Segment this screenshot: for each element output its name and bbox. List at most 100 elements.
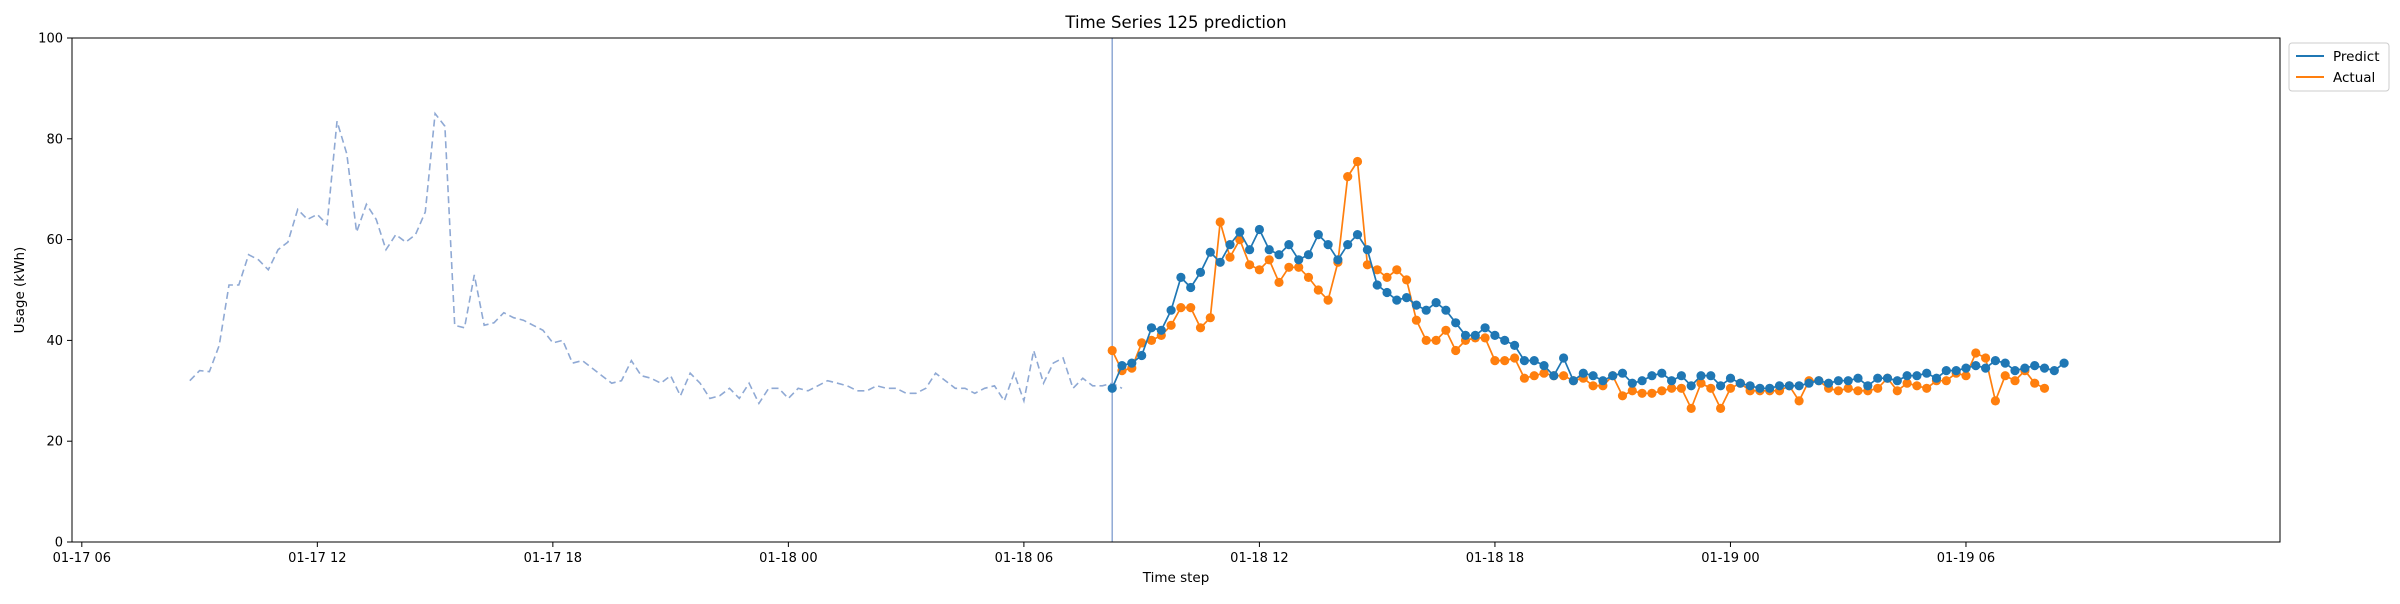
predict-point <box>1863 381 1873 391</box>
actual-point <box>1510 353 1520 363</box>
actual-point <box>1225 252 1235 262</box>
actual-point <box>1205 313 1215 323</box>
predict-point <box>1460 330 1471 340</box>
actual-point <box>1166 320 1176 330</box>
actual-point <box>1941 376 1951 386</box>
actual-line <box>1111 158 2045 411</box>
predict-point <box>1912 371 1922 381</box>
predict-point <box>1294 255 1304 265</box>
predict-point <box>1176 272 1186 282</box>
predict-point <box>1303 250 1314 260</box>
predict-line <box>1111 227 2065 390</box>
predict-point <box>1755 383 1765 393</box>
predict-point <box>2010 366 2020 376</box>
actual-point <box>1421 335 1431 345</box>
x-tick-label: 01-18 06 <box>995 551 1053 566</box>
predict-point <box>1117 361 1127 371</box>
actual-point <box>1195 323 1206 333</box>
predict-point <box>1774 381 1785 391</box>
actual-point <box>1529 371 1539 381</box>
predict-point <box>2059 358 2069 368</box>
predict-point <box>1205 247 1215 257</box>
x-tick-label: 01-17 06 <box>53 551 111 566</box>
x-tick-label: 01-18 12 <box>1230 551 1288 566</box>
y-tick-label: 100 <box>38 32 63 47</box>
actual-point <box>1480 333 1490 343</box>
actual-point <box>1559 371 1569 381</box>
predict-point <box>1588 371 1598 381</box>
predict-point <box>1716 381 1726 391</box>
actual-point <box>1637 388 1647 398</box>
actual-point <box>1274 277 1284 287</box>
predict-point <box>1352 230 1363 240</box>
actual-point <box>1647 388 1657 398</box>
predict-point <box>1608 371 1618 381</box>
predict-point <box>1735 378 1745 388</box>
predict-point <box>1765 383 1775 393</box>
predict-point <box>1892 376 1902 386</box>
predict-point <box>1637 376 1647 386</box>
predict-point <box>1539 361 1549 371</box>
actual-point <box>1500 356 1510 366</box>
predict-point <box>2049 366 2059 376</box>
actual-point <box>1539 368 1549 378</box>
actual-point <box>1588 381 1598 391</box>
predict-point <box>1922 368 1932 378</box>
predict-point <box>1500 335 1510 345</box>
actual-point <box>1902 378 1912 388</box>
actual-point <box>1392 265 1402 275</box>
predict-point <box>1833 376 1843 386</box>
y-tick-label: 40 <box>46 334 63 349</box>
actual-point <box>2039 383 2050 393</box>
predict-point <box>1941 366 1951 376</box>
predict-point <box>1470 330 1480 340</box>
predict-point <box>1598 376 1608 386</box>
actual-point <box>1961 371 1971 381</box>
predict-point <box>1745 381 1755 391</box>
actual-point <box>1382 272 1392 282</box>
predict-point <box>1568 376 1578 386</box>
predict-point <box>1549 371 1559 381</box>
predict-point <box>2030 361 2040 371</box>
predict-point <box>1402 293 1412 303</box>
actual-point <box>2000 371 2010 381</box>
actual-point <box>2030 378 2040 388</box>
actual-point <box>1441 325 1451 335</box>
predict-point <box>1156 325 1166 335</box>
predict-point <box>1971 361 1981 371</box>
chart-title: Time Series 125 prediction <box>1064 13 1286 32</box>
predict-point <box>1657 368 1667 378</box>
actual-point <box>1107 345 1117 356</box>
x-tick-label: 01-17 18 <box>524 551 582 566</box>
actual-point <box>1676 383 1686 393</box>
predict-point <box>1480 323 1490 333</box>
actual-point <box>1519 373 1529 383</box>
predict-point <box>1510 340 1520 350</box>
predict-point <box>1284 240 1294 250</box>
predict-point <box>1951 366 1961 376</box>
x-tick-label: 01-18 18 <box>1466 551 1524 566</box>
predict-point <box>1519 356 1529 366</box>
actual-point <box>1372 265 1382 275</box>
predict-point <box>1804 378 1814 388</box>
predict-point <box>1362 245 1372 255</box>
actual-point <box>1892 386 1902 396</box>
predict-point <box>2000 358 2010 368</box>
actual-point <box>1794 396 1804 406</box>
actual-point <box>1343 172 1353 182</box>
actual-point <box>1362 260 1372 270</box>
actual-point <box>1686 403 1696 413</box>
legend-label-predict: Predict <box>2333 49 2380 65</box>
actual-point <box>1657 386 1667 396</box>
predict-point <box>1392 295 1402 305</box>
actual-point <box>1451 345 1461 356</box>
predict-point <box>1627 378 1637 388</box>
predict-point <box>1107 383 1117 393</box>
predict-point <box>1784 381 1794 391</box>
actual-point <box>1490 356 1500 366</box>
x-axis: 01-17 06 01-17 12 01-17 18 01-18 00 01-18 06… <box>53 542 1995 566</box>
actual-point <box>1176 303 1186 313</box>
predict-point <box>1225 240 1235 250</box>
x-tick-label: 01-18 00 <box>759 551 817 566</box>
